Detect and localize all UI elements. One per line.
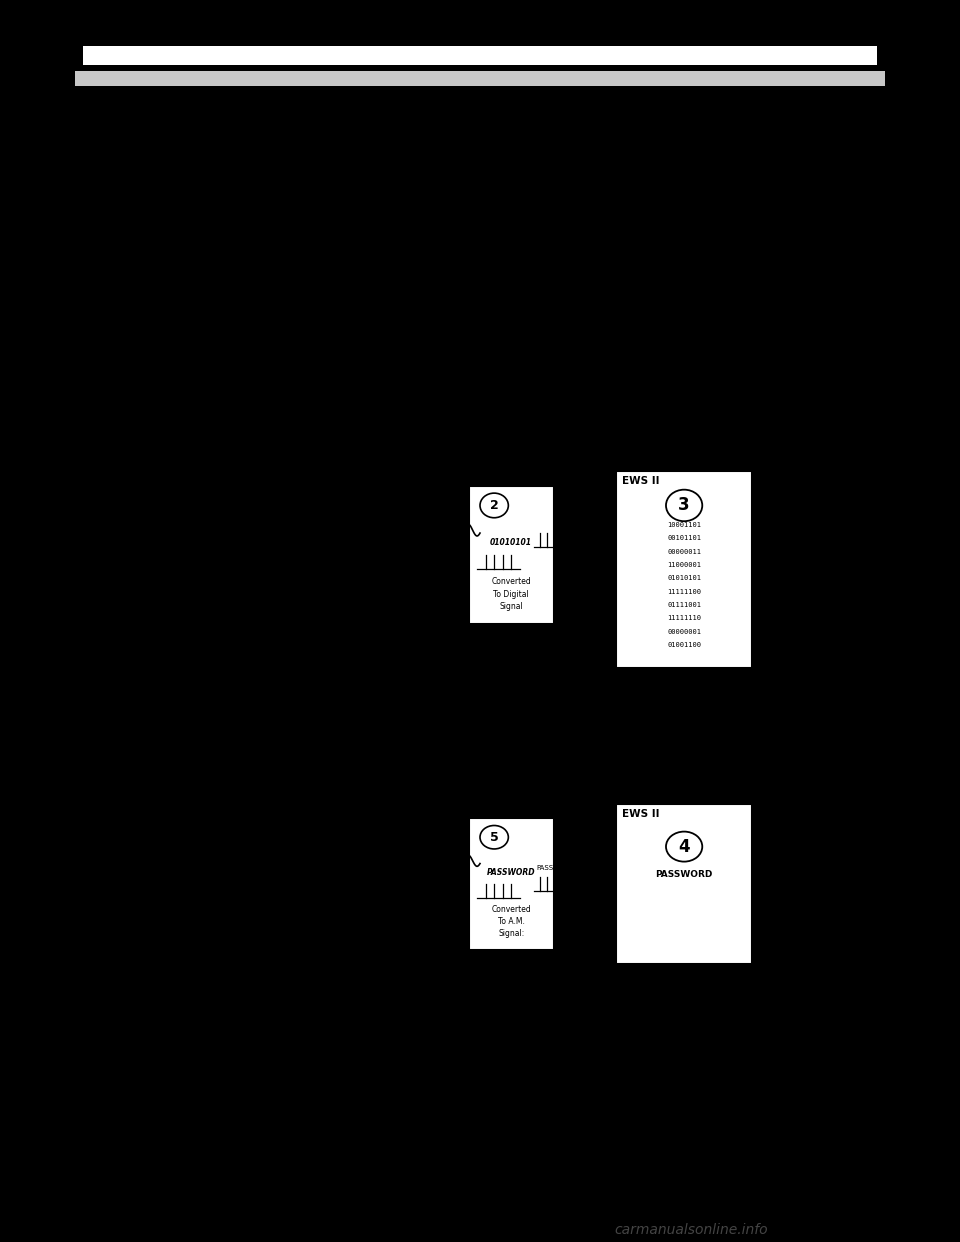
Text: key is enabled (3).: key is enabled (3). (133, 412, 250, 426)
Text: 00000001: 00000001 (667, 628, 701, 635)
Text: the AM signal to a digital signal and sends it to the EWS II control module (2).: the AM signal to a digital signal and se… (133, 358, 619, 370)
Text: •: • (106, 390, 114, 404)
Text: KL R: KL R (571, 850, 590, 858)
Text: 10001101: 10001101 (667, 522, 701, 528)
Bar (616, 805, 753, 964)
Text: 01001100: 01001100 (667, 642, 701, 648)
Text: Chip in Key: Chip in Key (281, 678, 339, 687)
Text: Transponder: Transponder (282, 666, 338, 674)
Text: 01010101: 01010101 (667, 575, 701, 581)
Text: PASSWORD: PASSWORD (274, 882, 312, 924)
Text: KL 30: KL 30 (544, 445, 569, 453)
Text: 5: 5 (490, 831, 498, 843)
Text: 01010101: 01010101 (276, 555, 310, 594)
Bar (75, 71, 885, 86)
Text: Chip in Key: Chip in Key (281, 1001, 339, 1011)
Text: EWS II: EWS II (622, 809, 660, 818)
Text: 00000011: 00000011 (667, 549, 701, 555)
Text: 11111100: 11111100 (667, 589, 701, 595)
Text: Signal: Signal (499, 602, 523, 611)
Text: •: • (106, 702, 114, 715)
Text: ers up the transponder.: ers up the transponder. (133, 279, 280, 293)
Text: Transmitter: Transmitter (477, 631, 545, 641)
Text: KL 31: KL 31 (571, 633, 596, 643)
Text: Converted: Converted (492, 905, 531, 914)
Text: 1: 1 (276, 508, 286, 523)
Bar (468, 486, 554, 623)
Text: To A.M.: To A.M. (497, 917, 524, 927)
Text: PASSWORD: PASSWORD (537, 864, 576, 871)
Text: Module: Module (490, 661, 533, 671)
Text: Receiver: Receiver (486, 971, 537, 981)
Text: KL 30: KL 30 (544, 779, 569, 787)
Text: 8510120: 8510120 (95, 667, 144, 677)
Text: 11000001: 11000001 (667, 563, 701, 568)
Text: The key is inserted into the lock cylinder and switched “ON”.  The transmitter/r: The key is inserted into the lock cylind… (133, 211, 676, 224)
Text: 6: 6 (276, 840, 286, 853)
Text: To Digital: To Digital (493, 590, 529, 599)
Bar (616, 471, 753, 668)
Text: carmanualsonline.info: carmanualsonline.info (614, 1223, 768, 1237)
Text: 01010101: 01010101 (491, 538, 532, 546)
Text: Transponder: Transponder (282, 990, 338, 999)
Text: 2: 2 (490, 499, 498, 512)
Text: module is powered through KL R.  The transmitter/receiver module sends a 125kHz.: module is powered through KL R. The tran… (133, 233, 660, 247)
Text: Principle of Operation: Principle of Operation (95, 98, 311, 116)
Text: Transmitter: Transmitter (477, 956, 545, 966)
Text: KL R: KL R (571, 518, 590, 527)
Text: Upon accepting the key as valid and enabled the EWS II control module sends a di: Upon accepting the key as valid and enab… (133, 702, 678, 714)
Text: The EWS II control module verifies the key identification code and checks to see: The EWS II control module verifies the k… (133, 390, 673, 402)
Text: Any  break-down  in  the  communication  process  will  result  in  a  no  start: Any break-down in the communication proc… (95, 155, 683, 169)
Text: PASSWORD: PASSWORD (487, 868, 536, 877)
Text: 8510121: 8510121 (95, 990, 144, 1000)
Text: AM signal to the ring antenna. The AM signal induces voltage in the key coil and: AM signal to the ring antenna. The AM si… (133, 257, 671, 270)
Text: Module: Module (490, 985, 533, 995)
Bar (75, 40, 885, 71)
Text: Signal:: Signal: (498, 929, 524, 938)
Text: EWS: EWS (831, 1190, 856, 1200)
Text: KL 31: KL 31 (571, 959, 596, 969)
Text: Powered up, the key transponder sends the key identification code to the transmi: Powered up, the key transponder sends th… (133, 312, 672, 325)
Text: EWS II: EWS II (622, 476, 660, 486)
Text: Converted: Converted (492, 578, 531, 586)
Text: password (4) to the transmitter/receiver module, which converts the data to an A: password (4) to the transmitter/receiver… (133, 724, 655, 738)
Bar (468, 818, 554, 950)
Text: 01111001: 01111001 (667, 602, 701, 607)
Text: 13: 13 (831, 1169, 856, 1186)
Text: sequence of events for vehicle starting is as follows:: sequence of events for vehicle starting … (95, 179, 424, 191)
Text: signal (5)   and sends it to the transponder via the ring antenna (6).: signal (5) and sends it to the transpond… (133, 748, 559, 760)
Text: •: • (106, 312, 114, 325)
Text: 00101101: 00101101 (667, 535, 701, 542)
Text: 11111110: 11111110 (667, 615, 701, 621)
Text: receiver module via the 125kHz AM signal (1).  The transmitter/receiver module c: receiver module via the 125kHz AM signal… (133, 334, 693, 348)
Bar (84, 46, 876, 65)
Text: The starting sequence involves communication between all the components of the s: The starting sequence involves communica… (95, 133, 668, 147)
Text: •: • (106, 211, 114, 225)
Text: PASSWORD: PASSWORD (656, 871, 713, 879)
Text: 3: 3 (679, 497, 690, 514)
Text: 4: 4 (679, 837, 690, 856)
Text: Receiver: Receiver (486, 646, 537, 656)
